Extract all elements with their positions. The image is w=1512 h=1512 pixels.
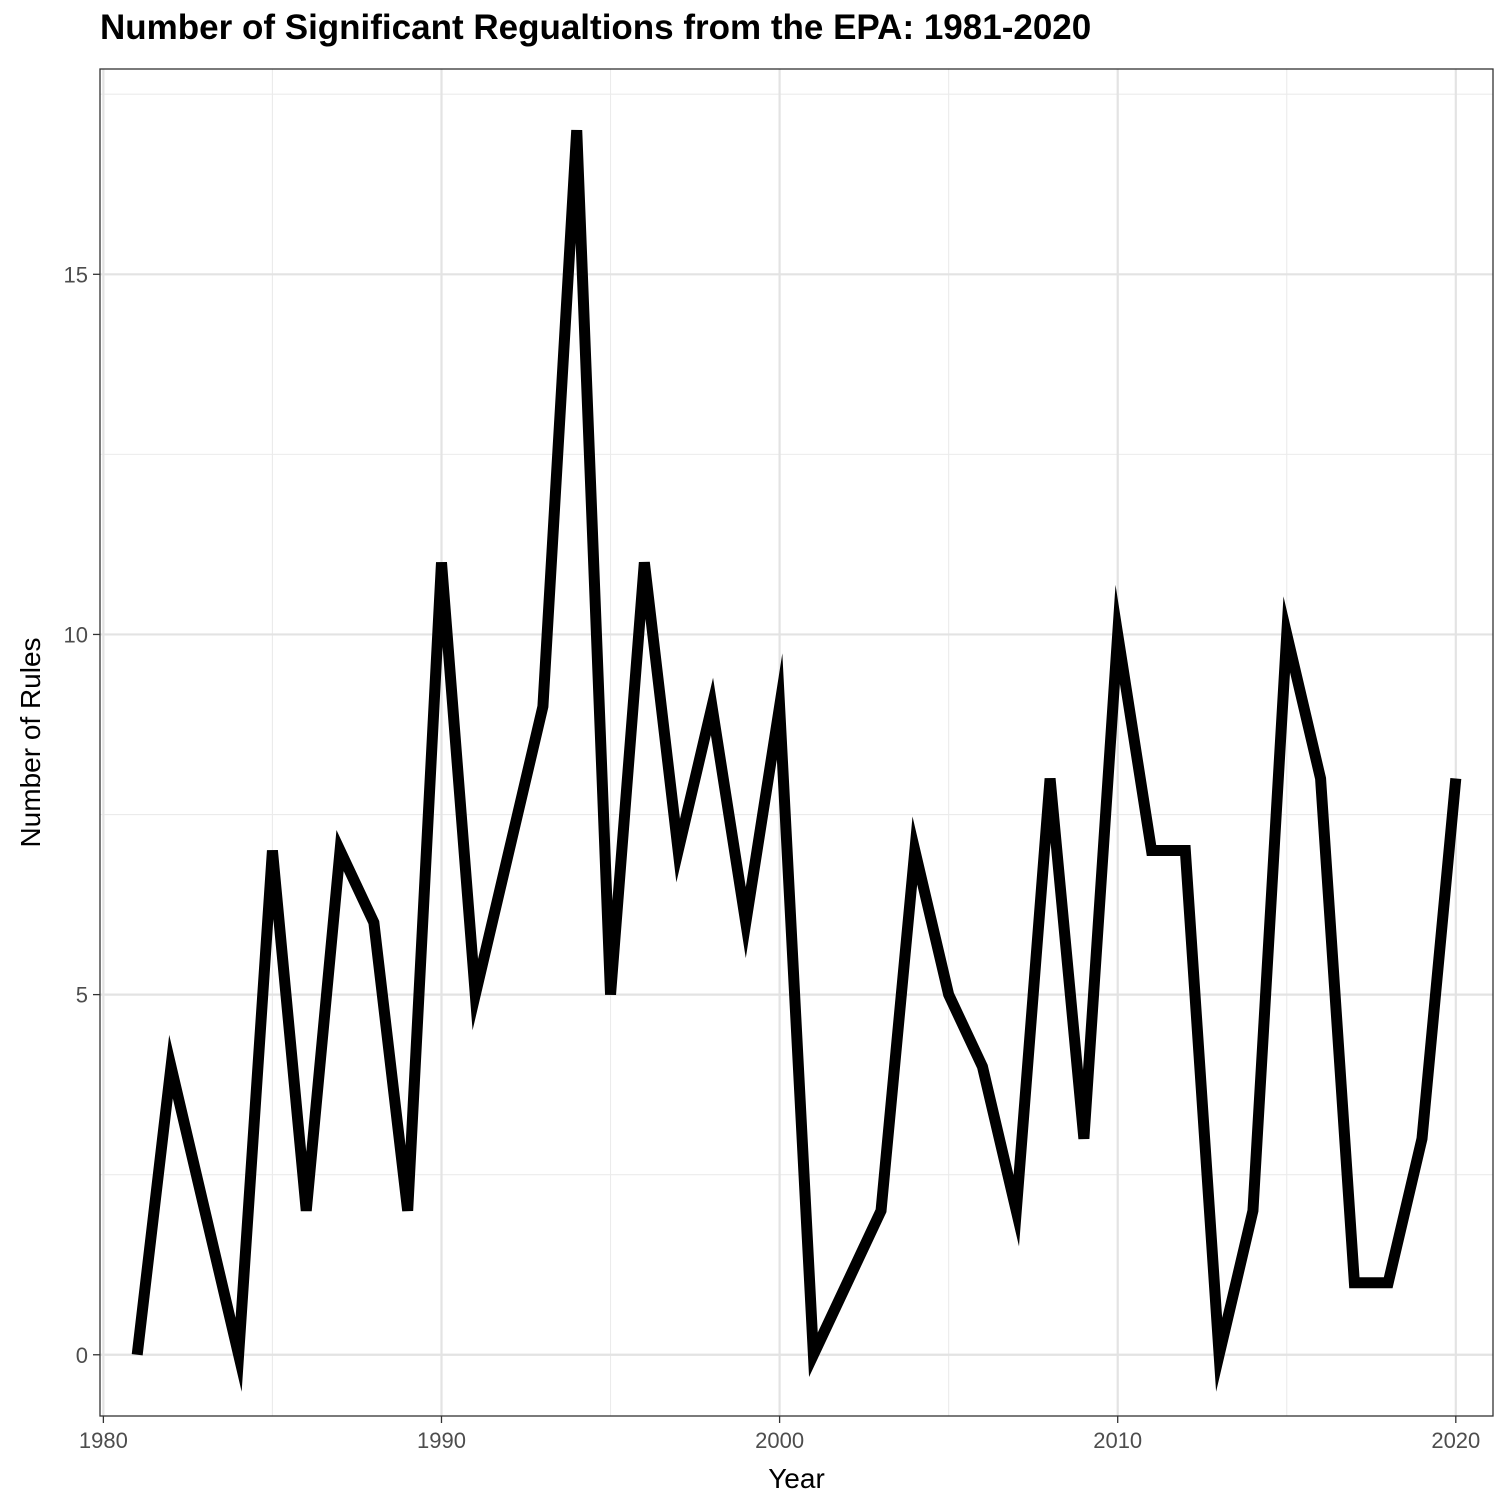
series-line [131,129,1462,1392]
y-tick-label: 10 [64,622,88,647]
x-axis-title: Year [768,1463,825,1494]
y-tick-label: 15 [64,262,88,287]
x-tick-label: 1980 [79,1428,128,1453]
x-tick-label: 2010 [1093,1428,1142,1453]
x-tick-label: 2020 [1431,1428,1480,1453]
plot-panel-border [99,68,1494,1417]
series-layer [131,129,1462,1392]
x-tick-label: 1990 [417,1428,466,1453]
x-tick-label: 2000 [755,1428,804,1453]
y-axis: 0 5 10 15 [64,262,100,1368]
minor-gridlines [100,69,1493,1416]
y-tick-label: 0 [76,1343,88,1368]
x-axis: 1980 1990 2000 2010 2020 [79,1416,1480,1453]
y-tick-label: 5 [76,983,88,1008]
chart-title: Number of Significant Regualtions from t… [100,8,1092,47]
y-axis-title: Number of Rules [15,637,46,847]
